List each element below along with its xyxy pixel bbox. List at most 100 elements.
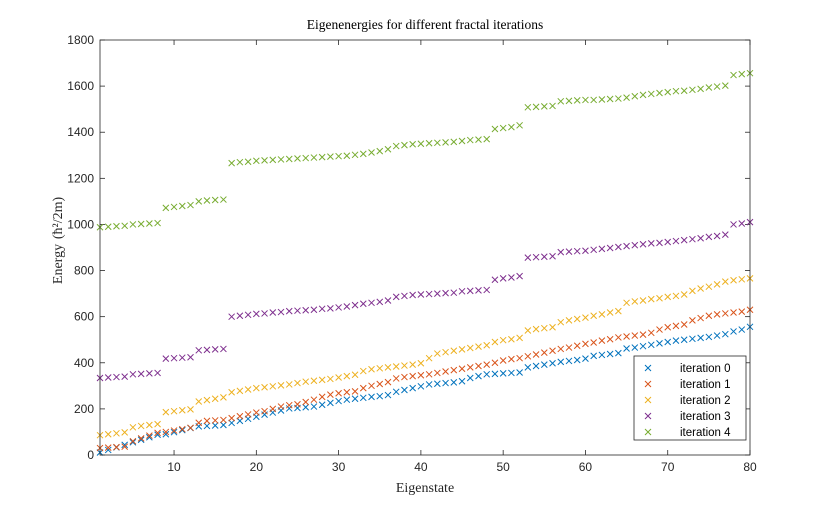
data-point — [113, 222, 120, 230]
data-point — [573, 247, 581, 255]
data-point — [146, 220, 153, 227]
data-point — [516, 272, 523, 280]
data-point — [252, 409, 260, 416]
data-point — [104, 374, 112, 381]
data-point — [121, 443, 129, 451]
data-point — [713, 281, 721, 288]
data-point — [187, 405, 194, 413]
data-point — [664, 323, 672, 331]
data-point — [359, 384, 367, 392]
data-point — [228, 313, 235, 321]
data-point — [738, 220, 746, 227]
data-point — [639, 240, 647, 248]
data-point — [483, 341, 491, 349]
y-tick-label: 1200 — [67, 171, 94, 185]
data-point — [475, 372, 482, 380]
data-point — [475, 362, 482, 370]
data-point — [623, 345, 630, 352]
data-point — [656, 340, 663, 347]
data-point — [582, 355, 589, 362]
data-point — [425, 354, 433, 362]
data-markers — [96, 69, 754, 456]
data-point — [647, 329, 655, 337]
data-point — [450, 366, 458, 374]
data-point — [392, 388, 400, 396]
data-point — [137, 370, 145, 378]
data-point — [466, 136, 474, 144]
data-point — [697, 334, 704, 342]
data-point — [137, 436, 145, 444]
data-point — [664, 88, 672, 96]
legend-box — [633, 355, 747, 441]
data-point — [672, 337, 680, 344]
data-point — [104, 430, 112, 438]
data-point — [713, 83, 721, 90]
data-point — [672, 87, 680, 95]
data-point — [384, 378, 392, 386]
data-point — [466, 344, 474, 352]
data-point — [146, 421, 153, 429]
data-point — [327, 391, 334, 398]
data-point — [294, 307, 301, 315]
data-point — [532, 362, 540, 370]
data-point — [598, 311, 606, 318]
data-point — [146, 370, 153, 377]
data-point — [121, 441, 129, 449]
data-point — [203, 396, 211, 404]
y-tick-label: 1600 — [67, 79, 94, 93]
data-point — [639, 342, 647, 350]
data-point — [508, 123, 515, 131]
data-point — [302, 378, 310, 386]
data-point — [664, 338, 672, 346]
data-point — [195, 198, 203, 205]
data-point — [549, 102, 556, 110]
data-point — [417, 140, 425, 148]
data-point — [277, 403, 285, 410]
x-tick-label: 60 — [579, 460, 593, 474]
data-point — [639, 91, 647, 99]
data-point — [565, 317, 573, 324]
data-point — [508, 335, 515, 343]
data-point — [220, 394, 227, 401]
data-point — [318, 401, 326, 409]
data-point — [433, 380, 441, 388]
data-point — [178, 354, 186, 362]
data-point — [697, 234, 704, 242]
data-point — [458, 346, 466, 353]
y-tick-label: 600 — [74, 310, 94, 324]
data-point — [376, 147, 384, 155]
data-point — [129, 423, 137, 431]
series-3 — [96, 218, 754, 382]
data-point — [178, 425, 186, 433]
data-point — [516, 369, 523, 376]
data-point — [631, 344, 639, 351]
data-point — [368, 149, 375, 156]
data-point — [244, 158, 252, 166]
data-point — [252, 310, 260, 318]
data-point — [162, 408, 170, 416]
data-point — [442, 348, 449, 356]
data-point — [508, 369, 515, 377]
data-point — [327, 153, 334, 161]
data-point — [277, 308, 285, 316]
data-point — [170, 428, 178, 436]
data-point — [113, 443, 120, 451]
data-point — [376, 298, 384, 306]
data-point — [220, 416, 227, 424]
data-point — [401, 373, 408, 381]
data-point — [491, 370, 499, 378]
x-tick-label: 40 — [414, 460, 428, 474]
data-point — [639, 297, 647, 304]
data-point — [433, 290, 441, 297]
data-point — [195, 419, 203, 427]
data-point — [433, 350, 441, 357]
data-point — [162, 204, 170, 212]
data-point — [137, 220, 145, 228]
data-point — [647, 90, 655, 98]
data-point — [335, 304, 342, 311]
data-point — [705, 233, 713, 241]
data-point — [540, 253, 548, 261]
data-point — [680, 321, 688, 328]
data-point — [549, 252, 556, 260]
data-point — [104, 446, 112, 454]
